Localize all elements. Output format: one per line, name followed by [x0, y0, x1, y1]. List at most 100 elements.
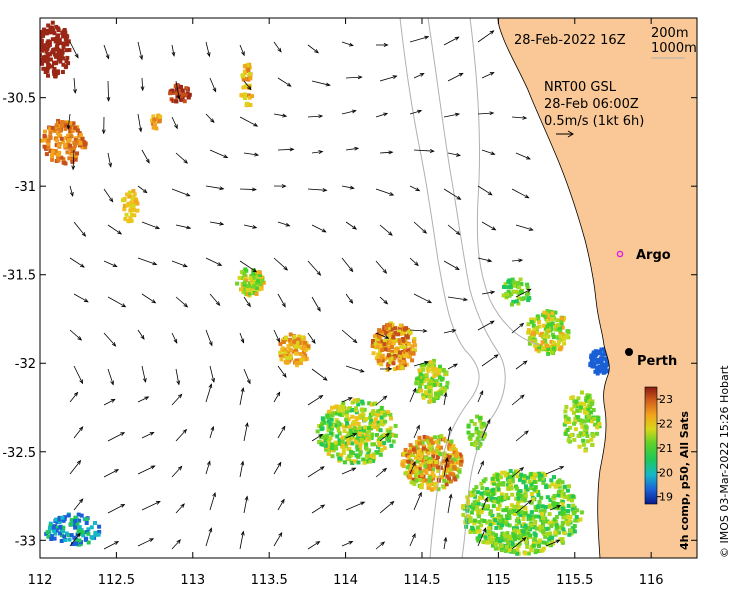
sst-pixel [529, 471, 534, 476]
sst-pixel [557, 482, 562, 487]
sst-pixel [64, 36, 69, 41]
sst-pixel [470, 526, 475, 530]
sst-pixel [472, 529, 477, 534]
sst-pixel [547, 520, 552, 525]
sst-pixel [40, 57, 42, 62]
sst-pixel [333, 440, 338, 445]
sst-pixel [487, 519, 492, 524]
current-arrow [379, 432, 390, 442]
sst-pixel [129, 212, 134, 217]
sst-pixel [406, 342, 411, 347]
sst-pixel [346, 431, 351, 436]
current-arrow [209, 293, 221, 306]
current-arrow [413, 149, 435, 153]
sst-pixel [73, 525, 78, 530]
sst-pixel [509, 503, 514, 508]
sst-pixel [506, 285, 511, 290]
sst-pixel [56, 119, 61, 123]
sst-pixel [441, 368, 446, 373]
sst-pixel [417, 368, 422, 373]
sst-pixel [242, 271, 247, 276]
current-arrow [515, 224, 534, 231]
sst-pixel [289, 342, 293, 347]
sst-pixel [336, 452, 341, 457]
sst-pixel [432, 374, 437, 379]
sst-pixel [58, 525, 63, 530]
sst-pixel [507, 478, 512, 483]
sst-pixel [372, 425, 377, 430]
sst-pixel [569, 407, 574, 412]
sst-pixel [564, 495, 569, 500]
sst-pixel [433, 435, 437, 440]
sst-pixel [533, 338, 538, 343]
sst-pixel [516, 280, 520, 285]
current-arrow [409, 35, 430, 43]
sst-pixel [56, 143, 61, 148]
sst-pixel [53, 73, 58, 77]
current-arrow [409, 533, 416, 547]
sst-pixel [295, 363, 299, 368]
sst-pixel [341, 447, 346, 452]
current-arrow [277, 77, 292, 87]
sst-pixel [297, 341, 302, 346]
sst-pixel [552, 494, 557, 498]
sst-pixel [551, 340, 556, 345]
sst-pixel [371, 411, 376, 416]
sst-pixel [457, 452, 462, 457]
sst-pixel [556, 493, 561, 498]
sst-pixel [297, 334, 302, 339]
sst-pixel [375, 412, 380, 417]
sst-pixel [538, 538, 543, 543]
sst-pixel [250, 94, 254, 99]
sst-pixel [537, 320, 541, 325]
sst-pixel [575, 508, 580, 513]
sst-pixel [562, 337, 567, 342]
sst-pixel [75, 128, 80, 133]
sst-pixel [45, 51, 50, 56]
sst-pixel [454, 448, 458, 453]
current-arrow [311, 368, 328, 381]
sst-pixel [533, 548, 538, 553]
sst-pixel [69, 518, 74, 523]
current-arrow [73, 426, 84, 439]
sst-pixel [43, 129, 47, 134]
sst-pixel [566, 438, 571, 443]
sst-pixel [469, 419, 474, 424]
sst-pixel [468, 516, 473, 521]
sst-pixel [485, 487, 489, 492]
sst-pixel [424, 470, 429, 475]
current-arrow [141, 293, 157, 304]
sst-pixel [53, 149, 58, 153]
sst-pixel [389, 352, 394, 357]
sst-pixel [283, 360, 288, 365]
sst-pixel [46, 145, 51, 150]
current-arrow [243, 422, 249, 442]
current-arrow [341, 41, 354, 47]
sst-pixel [407, 449, 412, 454]
sst-pixel [474, 485, 479, 490]
sst-pixel [46, 73, 50, 78]
sst-pixel [422, 468, 427, 473]
current-arrow [379, 296, 389, 305]
y-tick-label: -32 [15, 357, 36, 372]
sst-pixel [368, 459, 373, 464]
sst-pixel [603, 363, 608, 368]
sst-pixel [585, 418, 590, 423]
sst-pixel [158, 114, 163, 119]
sst-pixel [334, 418, 339, 423]
current-arrow [103, 44, 110, 60]
sst-pixel [538, 509, 543, 514]
current-arrow [103, 188, 114, 203]
sst-pixel [340, 435, 345, 440]
sst-pixel [382, 441, 387, 445]
sst-pixel [512, 504, 517, 509]
sst-pixel [84, 521, 89, 525]
current-arrow [106, 80, 111, 102]
sst-pixel [496, 546, 501, 551]
sst-pixel [566, 330, 571, 335]
sst-pixel [369, 419, 374, 423]
sst-pixel [529, 320, 534, 324]
sst-pixel [382, 342, 387, 347]
sst-pixel [60, 120, 65, 124]
